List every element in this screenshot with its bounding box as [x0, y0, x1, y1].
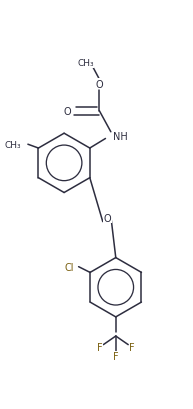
Text: O: O: [96, 80, 103, 90]
Text: F: F: [113, 351, 119, 361]
Text: O: O: [104, 213, 111, 223]
Text: NH: NH: [113, 131, 128, 141]
Text: F: F: [97, 342, 102, 352]
Text: F: F: [129, 342, 135, 352]
Text: CH₃: CH₃: [78, 59, 94, 68]
Text: CH₃: CH₃: [5, 140, 21, 149]
Text: Cl: Cl: [64, 262, 74, 272]
Text: O: O: [64, 106, 72, 117]
